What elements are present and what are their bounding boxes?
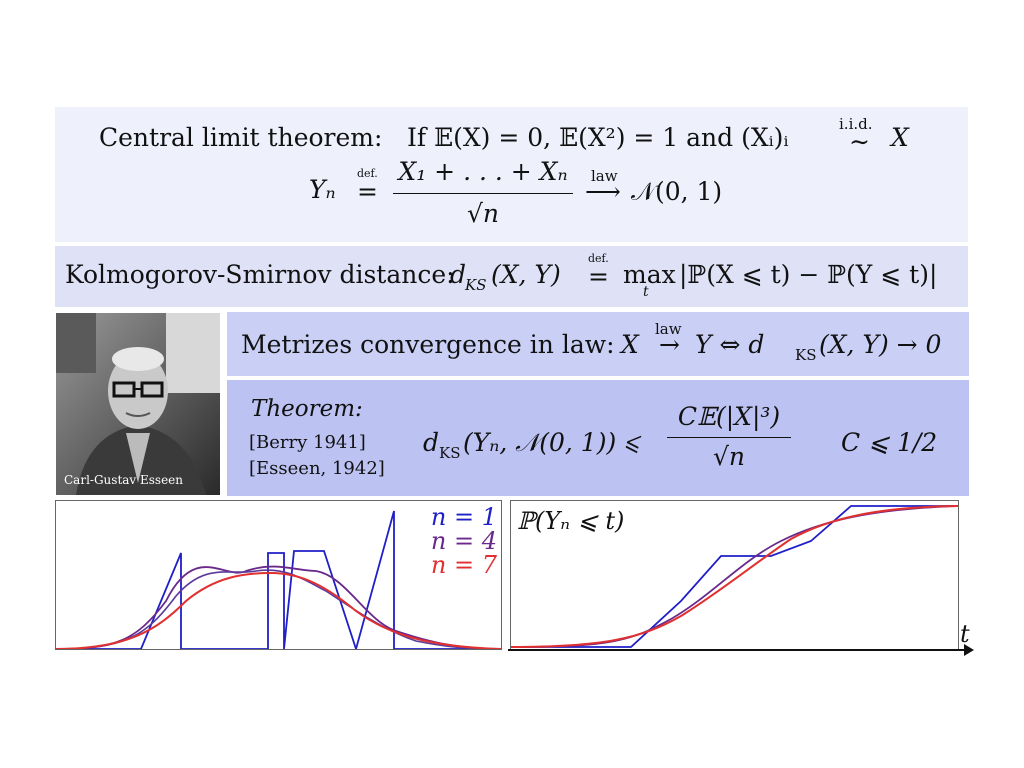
clt-title: Central limit theorem: [99,123,383,152]
clt-law-label: law [591,167,618,185]
ks-def-label: def. [588,252,609,265]
clt-iid-label: i.i.d. [839,115,873,133]
ks-rhs: |ℙ(X ⩽ t) − ℙ(Y ⩽ t)| [679,260,938,289]
t-axis-label: t [960,620,970,648]
density-plot: n = 1 n = 4 n = 7 [55,500,502,653]
portrait-illustration [56,313,220,495]
theorem-box: Theorem: [Berry 1941] [Esseen, 1942] d K… [227,380,969,496]
clt-fraction-numerator: X₁ + . . . + Xₙ [398,157,568,186]
ks-d-sub: KS [465,276,487,294]
clt-limit: 𝒩(0, 1) [631,177,723,206]
ks-d: d [450,260,467,289]
cdf-curves [510,505,959,648]
metrizes-sub: KS [795,346,817,364]
ks-label: Kolmogorov-Smirnov distance: [65,260,455,289]
clt-x: X [891,123,909,152]
curve-n7 [55,571,502,650]
curve-n4 [55,565,502,650]
clt-tilde: ∼ [849,127,870,156]
ks-max-sub: t [643,284,649,300]
metrizes-x: X [621,330,639,359]
metrizes-label: Metrizes convergence in law: [241,330,615,359]
ks-def-eq: = [588,262,609,291]
clt-fraction-denominator: √n [466,199,500,228]
clt-fraction-bar [393,193,573,194]
curve-n4-alt [55,569,502,650]
theorem-fraction-bar [667,437,791,438]
cdf-plot: ℙ(Yₙ ⩽ t) [510,500,959,650]
theorem-constant: C ⩽ 1/2 [841,428,938,457]
theorem-denominator: √n [712,442,746,471]
legend-n4: n = 4 [430,527,497,555]
metrizes-law-label: law [655,320,682,338]
metrizes-arrow: → [659,330,680,359]
legend-n7: n = 7 [430,551,497,579]
metrizes-box: Metrizes convergence in law: X law → Y ⇔… [227,312,969,376]
clt-def-eq: = [357,177,378,206]
photo-caption: Carl-Gustav Esseen [64,473,184,487]
theorem-lhs-args: (Yₙ, 𝒩(0, 1)) ⩽ [463,428,639,457]
curve-n1 [56,510,501,653]
theorem-ref-berry: [Berry 1941] [249,432,366,453]
theorem-d: d [423,428,440,457]
clt-hypothesis: If 𝔼(X) = 0, 𝔼(X²) = 1 and (Xᵢ)ᵢ [407,123,789,152]
esseen-photo: Carl-Gustav Esseen [56,313,220,495]
ks-max: max [623,260,676,289]
clt-def-label: def. [357,167,378,180]
ks-box: Kolmogorov-Smirnov distance: d KS (X, Y)… [55,246,968,307]
clt-yn: Yₙ [309,175,336,204]
density-curves [55,510,502,653]
metrizes-rest: Y ⇔ d [695,330,765,359]
theorem-numerator: C𝔼(|X|³) [677,402,781,431]
theorem-title: Theorem: [251,396,363,422]
metrizes-tail: (X, Y) → 0 [819,330,942,359]
clt-arrow: ⟶ [585,177,621,206]
axis-arrow-icon [964,644,974,656]
t-axis [508,644,974,656]
legend-n1: n = 1 [430,503,497,531]
theorem-d-sub: KS [439,444,461,462]
ks-args: (X, Y) [491,260,561,289]
cdf-n7 [510,505,959,648]
cdf-label: ℙ(Yₙ ⩽ t) [517,507,625,535]
theorem-ref-esseen: [Esseen, 1942] [249,458,385,479]
clt-box: Central limit theorem: If 𝔼(X) = 0, 𝔼(X²… [55,107,968,242]
cdf-n1 [511,505,958,648]
